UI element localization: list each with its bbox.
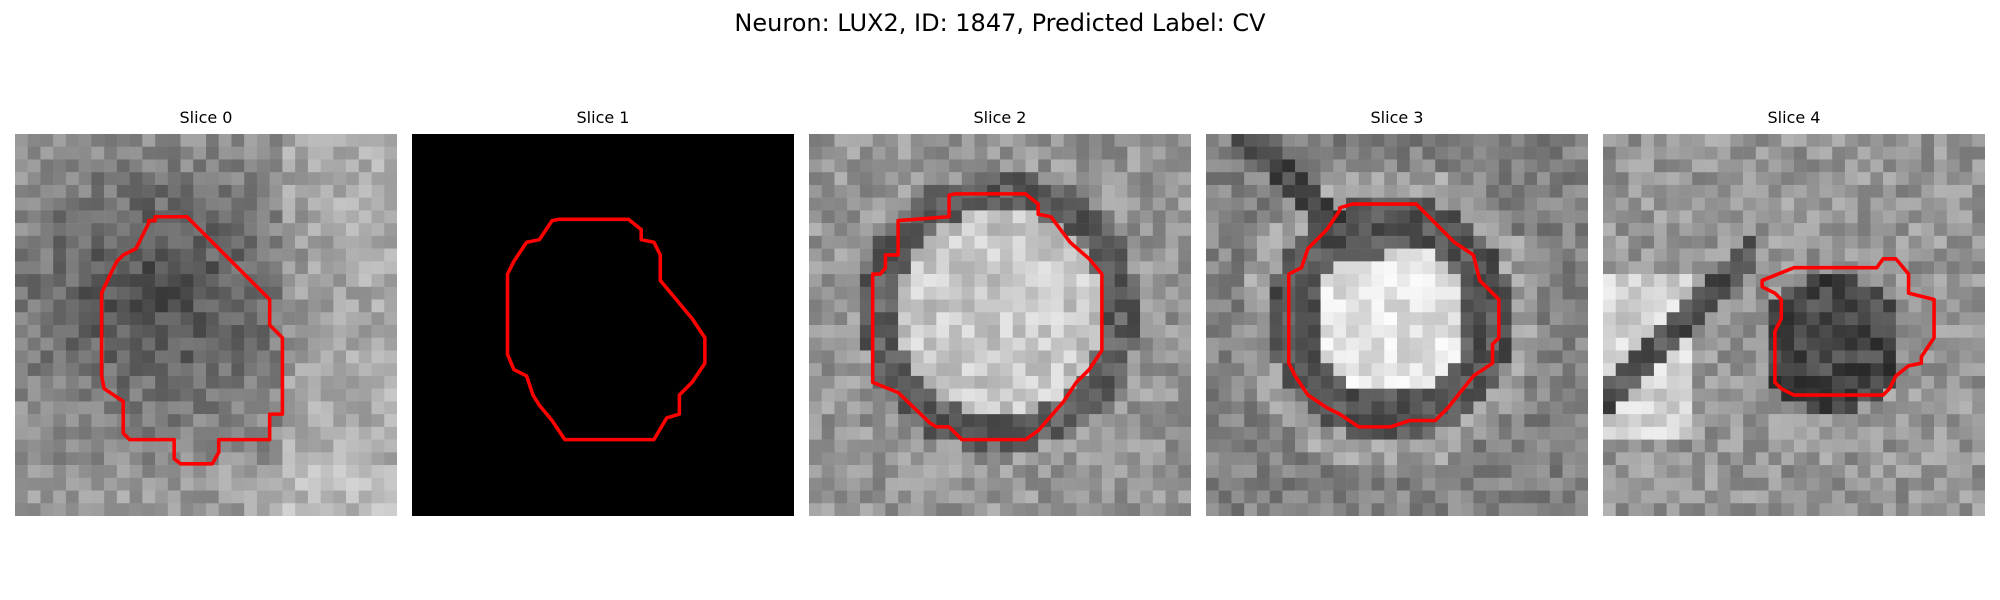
segmentation-contour [1760, 257, 1936, 397]
slice-panel-4: Slice 4 [1603, 108, 1985, 518]
segmentation-contour [1286, 202, 1501, 429]
slice-image [15, 134, 397, 516]
slice-image [1206, 134, 1588, 516]
slice-title: Slice 3 [1370, 108, 1424, 127]
slice-panel-0: Slice 0 [15, 108, 397, 518]
slice-title: Slice 0 [179, 108, 233, 127]
slice-title: Slice 1 [576, 108, 630, 127]
pixel-grid [1603, 134, 1985, 516]
slice-image [412, 134, 794, 516]
segmentation-contour [99, 214, 285, 466]
pixel-grid [1206, 134, 1588, 516]
pixel-grid [15, 134, 397, 516]
segmentation-contour [505, 217, 707, 442]
slice-title: Slice 2 [973, 108, 1027, 127]
slice-panel-1: Slice 1 [412, 108, 794, 518]
slice-image [809, 134, 1191, 516]
slice-panel-2: Slice 2 [809, 108, 1191, 518]
segmentation-contour [870, 192, 1104, 442]
blank-slice-background [412, 134, 794, 516]
slice-title: Slice 4 [1767, 108, 1821, 127]
figure-title: Neuron: LUX2, ID: 1847, Predicted Label:… [734, 9, 1266, 37]
pixel-grid [809, 134, 1191, 516]
slice-panel-3: Slice 3 [1206, 108, 1588, 518]
slice-image [1603, 134, 1985, 516]
